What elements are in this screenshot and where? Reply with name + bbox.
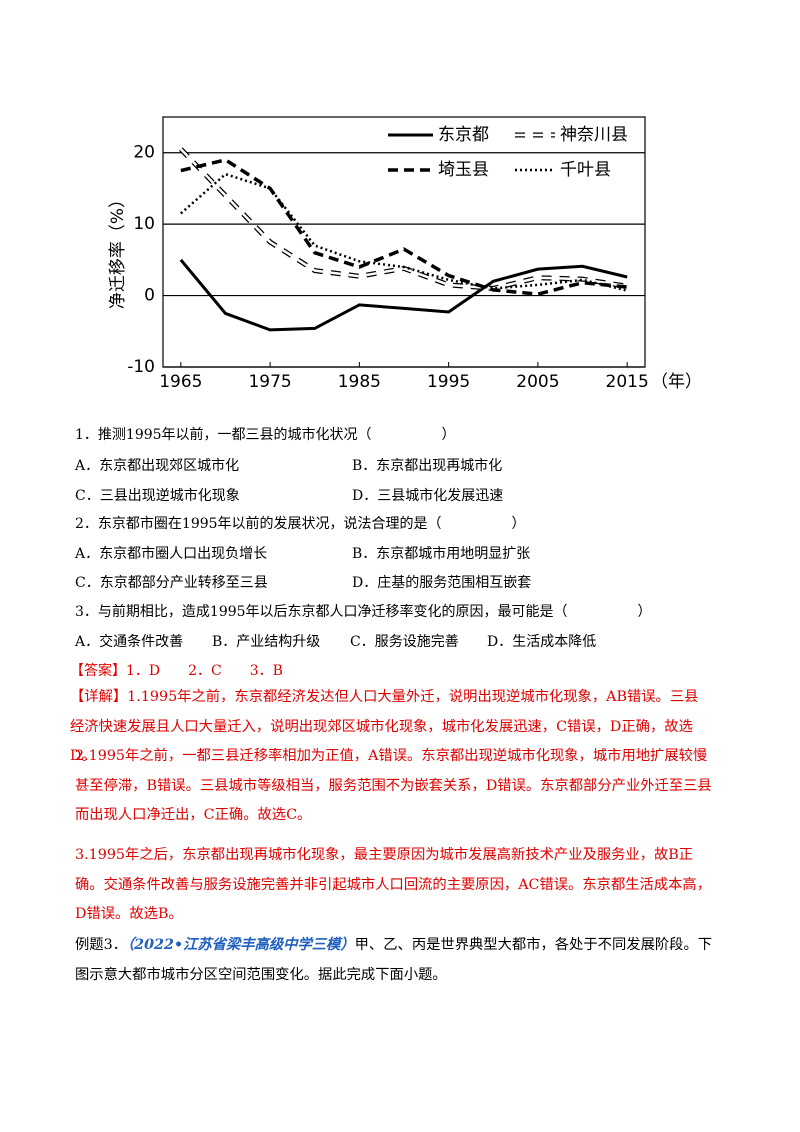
example-text: 甲、乙、丙是世界典型大都市，各处于不同发展阶段。下图示意大都市城市分区空间范围变… bbox=[75, 937, 713, 983]
legend-label: 埼玉县 bbox=[438, 160, 489, 180]
x-tick-label: 2015 bbox=[606, 372, 649, 392]
legend-label: 东京都 bbox=[438, 125, 489, 145]
option: D．生活成本降低 bbox=[487, 634, 597, 650]
option: D．庄基的服务范围相互嵌套 bbox=[352, 575, 532, 591]
option: C．东京都部分产业转移至三县 bbox=[75, 575, 268, 591]
answer: 【答案】1．D 2．C 3．B bbox=[70, 663, 283, 679]
detail: 3.1995年之后，东京都出现再城市化现象，最主要原因为城市发展高新技术产业及服… bbox=[75, 847, 712, 922]
option: C．服务设施完善 bbox=[350, 634, 459, 650]
question-stem: 2．东京都市圈在1995年以前的发展状况，说法合理的是（ ） bbox=[75, 516, 526, 532]
option: A．交通条件改善 bbox=[75, 634, 184, 650]
detail: 2.1995年之前，一都三县迁移率相加为正值，A错误。东京都出现逆城市化现象，城… bbox=[75, 748, 712, 823]
x-axis-unit: （年） bbox=[651, 372, 702, 392]
y-tick-label: 20 bbox=[133, 143, 155, 163]
x-tick-label: 2005 bbox=[516, 372, 559, 392]
option: A．东京都市圈人口出现负增长 bbox=[75, 546, 268, 562]
line bbox=[180, 157, 628, 296]
line bbox=[179, 148, 628, 290]
y-tick-label: 0 bbox=[144, 286, 155, 306]
y-tick-label: 10 bbox=[133, 214, 155, 234]
line bbox=[180, 172, 628, 292]
x-tick-label: 1975 bbox=[248, 372, 291, 392]
option: B．产业结构升级 bbox=[212, 634, 321, 650]
question-stem: 1．推测1995年以前，一都三县的城市化状况（ ） bbox=[75, 427, 456, 443]
y-axis-label: 净迁移率（%） bbox=[108, 191, 128, 309]
legend-label: 神奈川县 bbox=[560, 125, 628, 145]
option: B．东京都城市用地明显扩张 bbox=[352, 546, 531, 562]
x-tick-label: 1985 bbox=[338, 372, 381, 392]
option: D．三县城市化发展迅速 bbox=[352, 488, 504, 504]
legend-label: 千叶县 bbox=[560, 160, 611, 180]
y-tick-label: -10 bbox=[127, 357, 155, 377]
chart: 净迁移率（%） （年） -10 0 10 20 1965 1975 1985 1995 2005… bbox=[108, 116, 702, 392]
line bbox=[179, 258, 628, 332]
example: 例题3．（2022•江苏省梁丰高级中学三模）甲、乙、丙是世界典型大都市，各处于不… bbox=[75, 931, 715, 990]
option: A．东京都出现郊区城市化 bbox=[75, 458, 240, 474]
x-tick-label: 1995 bbox=[427, 372, 470, 392]
option: B．东京都出现再城市化 bbox=[352, 458, 503, 474]
question-stem: 3．与前期相比，造成1995年以后东京都人口净迁移率变化的原因，最可能是（ ） bbox=[75, 604, 652, 620]
detail: 【详解】1.1995年之前，东京都经济发达但人口大量外迁，说明出现逆城市化现象，… bbox=[70, 689, 699, 764]
example-source: （2022•江苏省梁丰高级中学三模） bbox=[127, 937, 355, 953]
option: C．三县出现逆城市化现象 bbox=[75, 488, 240, 504]
example-label: 例题3． bbox=[75, 937, 127, 953]
x-tick-label: 1965 bbox=[159, 372, 202, 392]
plot-frame bbox=[162, 116, 646, 368]
